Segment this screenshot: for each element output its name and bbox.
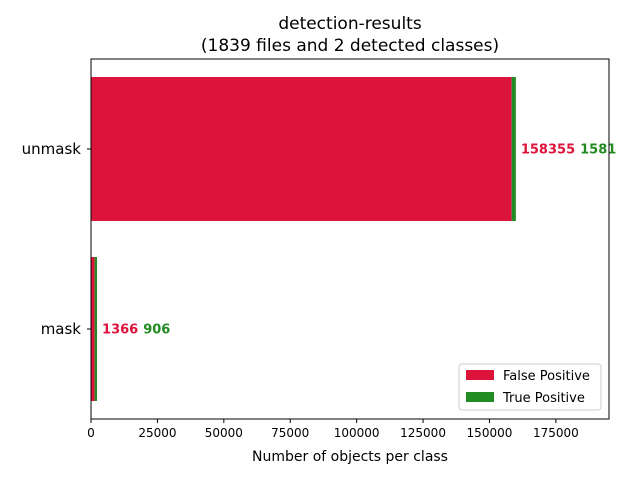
legend-label-true-positive: True Positive <box>502 391 585 406</box>
bar-mask-true-positive <box>94 257 98 401</box>
x-tick-label: 150000 <box>467 426 513 440</box>
data-label-mask-false-positive: 1366 <box>102 323 138 338</box>
x-tick-label: 25000 <box>138 426 176 440</box>
x-axis-label: Number of objects per class <box>252 449 448 465</box>
x-tick-label: 100000 <box>334 426 380 440</box>
x-tick-label: 50000 <box>205 426 243 440</box>
plot-frame <box>90 58 610 420</box>
x-tick-label: 175000 <box>533 426 579 440</box>
x-tick-label: 0 <box>87 426 95 440</box>
data-label-unmask-true-positive: 1581 <box>580 143 616 158</box>
y-tick-label-unmask: unmask <box>22 140 82 158</box>
data-label-mask-true-positive: 906 <box>143 323 170 338</box>
plot-area: 1366 906 158355 1581 0 25000 50000 75000 100000… <box>22 58 616 440</box>
legend-box <box>458 363 602 411</box>
legend-label-false-positive: False Positive <box>503 369 590 384</box>
legend-swatch-true-positive <box>466 392 494 402</box>
chart-subtitle: (1839 files and 2 detected classes) <box>201 36 499 56</box>
y-tick-label-mask: mask <box>41 320 82 338</box>
legend-swatch-false-positive <box>466 370 494 380</box>
x-tick-label: 75000 <box>271 426 309 440</box>
bar-unmask-false-positive <box>91 77 512 221</box>
x-tick-label: 125000 <box>400 426 446 440</box>
data-label-unmask-false-positive: 158355 <box>521 143 575 158</box>
bar-unmask-true-positive <box>511 77 516 221</box>
legend: False Positive True Positive <box>458 363 602 411</box>
bar-mask-false-positive <box>91 257 95 401</box>
chart-title: detection-results <box>278 14 422 34</box>
